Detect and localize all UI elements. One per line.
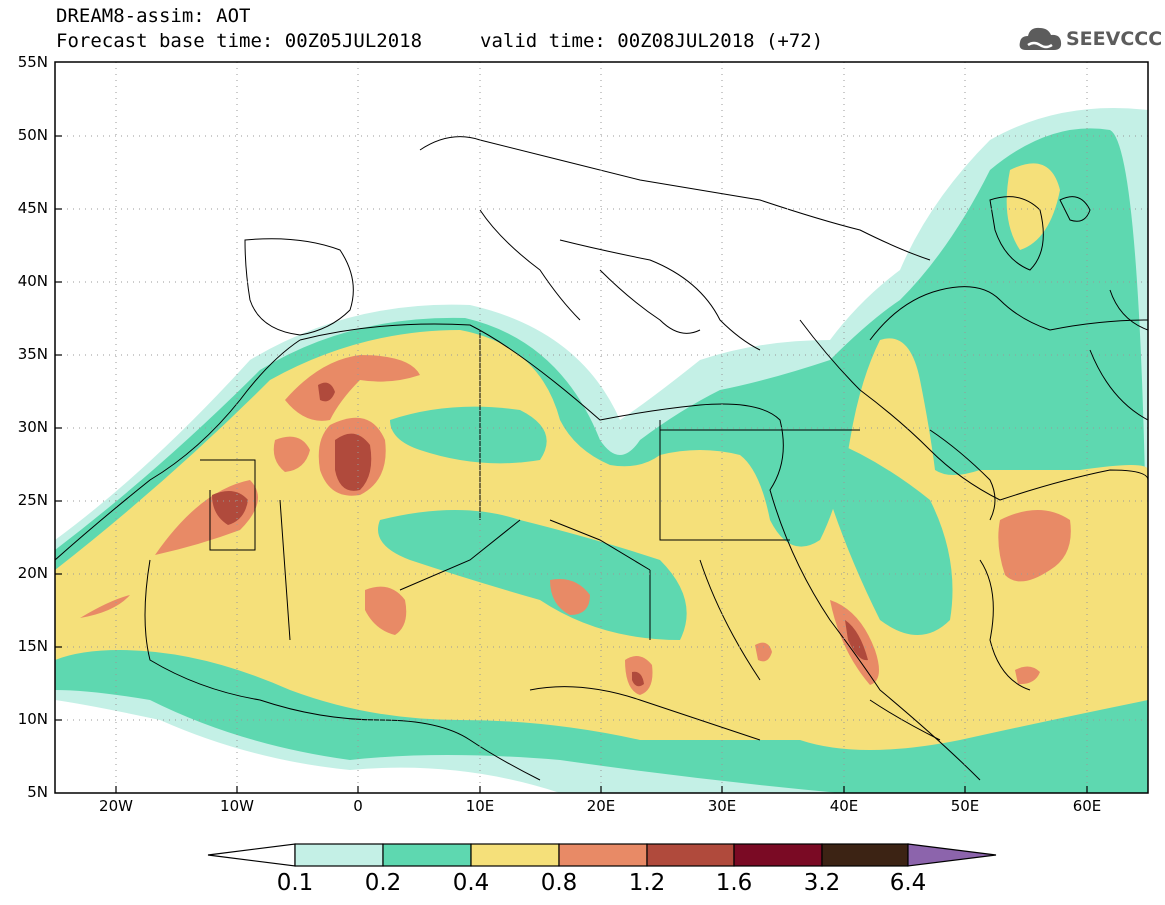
- colorbar-bin-3: [470, 843, 560, 867]
- colorbar-bin-4: [558, 843, 648, 867]
- aot-shading: [55, 62, 1148, 793]
- aot-level-0.8-e: [365, 586, 407, 635]
- lon-label-60e: 60E: [1072, 797, 1102, 815]
- colorbar-label: 0.1: [276, 870, 314, 896]
- colorbar-label: 6.4: [889, 870, 927, 896]
- aot-patch-libya: [390, 406, 547, 464]
- lon-label-10w: 10W: [220, 797, 254, 815]
- lat-label-40n: 40N: [17, 272, 48, 290]
- lat-label-35n: 35N: [17, 345, 48, 363]
- aot-level-0.8-l: [755, 642, 772, 662]
- colorbar-label: 0.2: [364, 870, 402, 896]
- lon-label-0: 0: [353, 797, 363, 815]
- colorbar-above-arrow: [907, 843, 997, 867]
- seevccc-logo: SEEVCCC: [1018, 22, 1162, 56]
- colorbar-bin-5: [646, 843, 735, 867]
- colorbar-label: 3.2: [803, 870, 841, 896]
- aot-level-1.2-d: [845, 620, 868, 661]
- colorbar-below-arrow: [207, 843, 296, 867]
- lat-lon-grid: [55, 62, 1148, 793]
- aot-level-0.8-f: [550, 579, 590, 615]
- lat-label-50n: 50N: [17, 126, 48, 144]
- lat-label-10n: 10N: [17, 710, 48, 728]
- colorbar-label: 1.6: [715, 870, 753, 896]
- lat-label-20n: 20N: [17, 564, 48, 582]
- aot-level-1.2-a: [335, 433, 372, 491]
- aot-patch-sahel: [378, 510, 687, 640]
- lon-label-30e: 30E: [707, 797, 737, 815]
- lat-label-25n: 25N: [17, 491, 48, 509]
- lat-label-5n: 5N: [27, 783, 48, 801]
- aot-level-0.8-d: [273, 436, 310, 472]
- lon-label-10e: 10E: [465, 797, 495, 815]
- lat-label-30n: 30N: [17, 418, 48, 436]
- map-title: DREAM8-assim: AOT: [56, 5, 251, 27]
- colorbar-bin-2: [382, 843, 472, 867]
- colorbar-bin-1: [294, 843, 384, 867]
- colorbar-label: 1.2: [628, 870, 666, 896]
- logo-text: SEEVCCC: [1066, 28, 1163, 50]
- aot-patch-caspian: [1006, 163, 1060, 250]
- lat-label-15n: 15N: [17, 637, 48, 655]
- colorbar-bin-7: [821, 843, 909, 867]
- forecast-base-time: Forecast base time: 00Z05JUL2018: [56, 30, 423, 52]
- colorbar-label: 0.8: [540, 870, 578, 896]
- colorbar-label: 0.4: [452, 870, 490, 896]
- lat-label-55n: 55N: [17, 53, 48, 71]
- cloud-logo-icon: [1019, 27, 1062, 50]
- lon-label-40e: 40E: [829, 797, 859, 815]
- aot-patch-arabia: [830, 440, 953, 635]
- aot-level-0.8-k: [1015, 666, 1040, 685]
- axis-ticks: [55, 135, 1088, 793]
- colorbar: [207, 843, 997, 867]
- aot-level-0.8-i: [998, 510, 1071, 582]
- colorbar-bin-6: [733, 843, 823, 867]
- aot-level-0.8-j: [80, 595, 130, 618]
- lon-label-20e: 20E: [586, 797, 616, 815]
- aot-level-1.2-e: [632, 671, 644, 687]
- aot-level-1.2-c: [318, 382, 335, 402]
- aot-level-1.2-b: [212, 491, 248, 525]
- coastlines: [54, 136, 1149, 781]
- aot-level-0.8-a: [285, 355, 420, 421]
- lat-label-45n: 45N: [17, 199, 48, 217]
- valid-time: valid time: 00Z08JUL2018 (+72): [480, 30, 824, 52]
- lon-label-20w: 20W: [99, 797, 133, 815]
- lon-label-50e: 50E: [950, 797, 980, 815]
